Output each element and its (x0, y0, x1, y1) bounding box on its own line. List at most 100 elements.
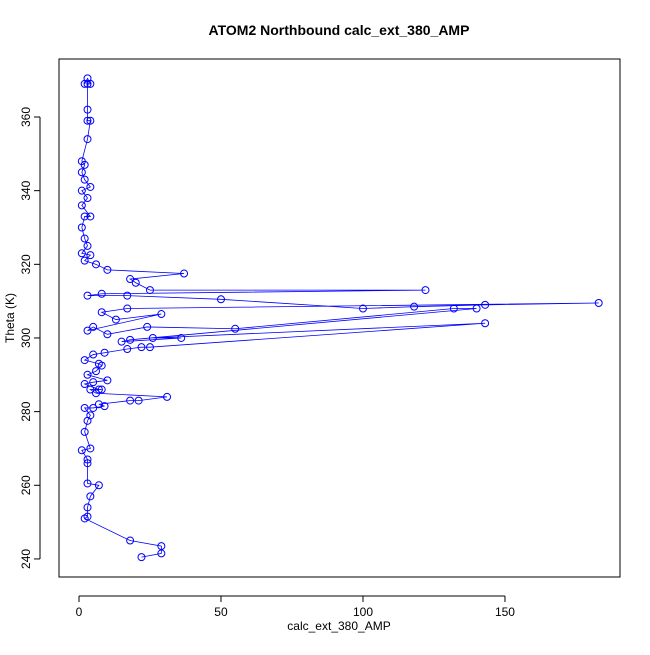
point (80, 79, 89, 88)
point (94, 359, 103, 368)
series-line (81, 77, 599, 558)
point (97, 308, 106, 317)
point (80, 175, 89, 184)
point (94, 385, 103, 394)
point (77, 201, 86, 210)
point (103, 265, 112, 274)
point (410, 302, 419, 311)
point (83, 194, 92, 203)
point (103, 330, 112, 339)
point (97, 289, 106, 298)
point (145, 343, 154, 352)
point (83, 455, 92, 464)
point (77, 249, 86, 258)
y-tick-label: 240 (19, 549, 33, 569)
point (89, 403, 98, 412)
point (143, 322, 152, 331)
point (216, 295, 225, 304)
point (77, 168, 86, 177)
point (83, 459, 92, 468)
x-axis-label: calc_ext_380_AMP (287, 619, 390, 633)
point (481, 300, 490, 309)
point (77, 186, 86, 195)
point (126, 335, 135, 344)
point (177, 333, 186, 342)
point (86, 116, 95, 125)
point (157, 310, 166, 319)
point (111, 315, 120, 324)
point (80, 234, 89, 243)
point (83, 479, 92, 488)
point (86, 411, 95, 420)
point (134, 396, 143, 405)
point (126, 275, 135, 284)
point (83, 512, 92, 521)
point (83, 326, 92, 335)
plot-frame (58, 58, 621, 578)
point (157, 542, 166, 551)
y-axis-label: Theta (K) (3, 293, 17, 343)
point (83, 135, 92, 144)
point (117, 337, 126, 346)
point (86, 444, 95, 453)
point (94, 400, 103, 409)
point (89, 322, 98, 331)
point (77, 157, 86, 166)
point (86, 251, 95, 260)
point (80, 427, 89, 436)
point (80, 356, 89, 365)
point (80, 380, 89, 389)
point (180, 269, 189, 278)
point (77, 446, 86, 455)
point (421, 286, 430, 295)
point (80, 403, 89, 412)
point (594, 298, 603, 307)
point (100, 348, 109, 357)
point (86, 492, 95, 501)
point (80, 212, 89, 221)
x-tick-label: 50 (214, 605, 228, 619)
point (83, 503, 92, 512)
y-tick-label: 360 (19, 107, 33, 127)
y-tick-label: 280 (19, 401, 33, 421)
point (92, 367, 101, 376)
point (137, 553, 146, 562)
point (123, 304, 132, 313)
point (131, 278, 140, 287)
point (123, 345, 132, 354)
point (86, 212, 95, 221)
point (97, 385, 106, 394)
point (231, 324, 240, 333)
x-tick-label: 0 (76, 605, 83, 619)
y-tick-label: 300 (19, 328, 33, 348)
point (92, 260, 101, 269)
point (86, 385, 95, 394)
point (83, 241, 92, 250)
point (83, 116, 92, 125)
point (163, 392, 172, 401)
x-tick-label: 100 (353, 605, 373, 619)
point (123, 291, 132, 300)
point (449, 304, 458, 313)
x-tick-label: 150 (495, 605, 515, 619)
point (89, 378, 98, 387)
point (145, 286, 154, 295)
chart-title: ATOM2 Northbound calc_ext_380_AMP (209, 22, 470, 38)
point (358, 304, 367, 313)
point (126, 536, 135, 545)
point (83, 370, 92, 379)
point (94, 481, 103, 490)
point (86, 182, 95, 191)
point (126, 396, 135, 405)
point (100, 402, 109, 411)
point (77, 223, 86, 232)
point (83, 291, 92, 300)
point (83, 105, 92, 114)
point (103, 376, 112, 385)
y-tick-label: 340 (19, 180, 33, 200)
point (80, 256, 89, 265)
point (472, 304, 481, 313)
y-tick-label: 320 (19, 254, 33, 274)
